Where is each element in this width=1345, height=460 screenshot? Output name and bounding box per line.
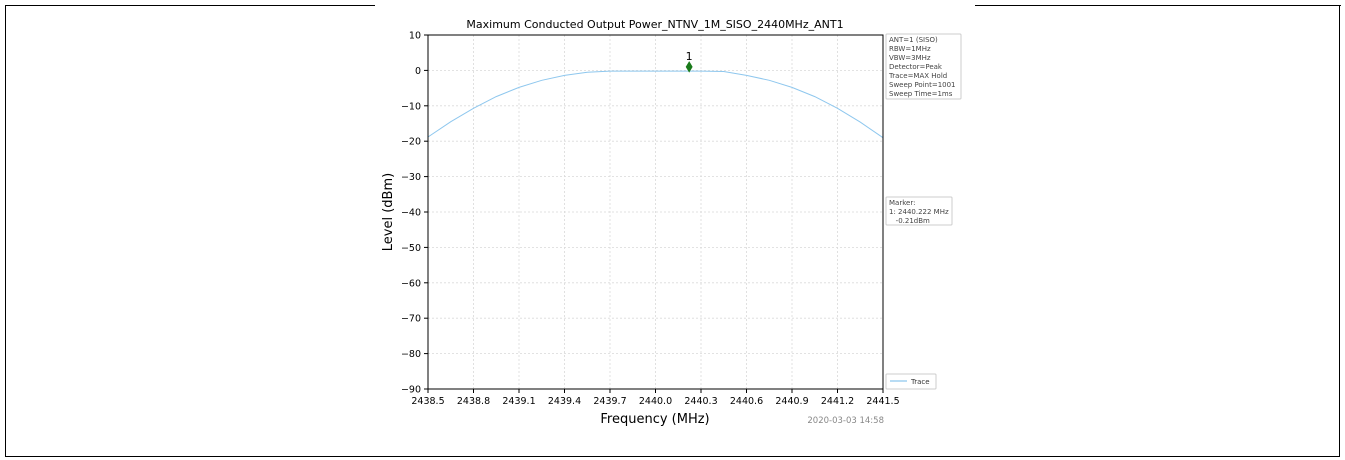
legend: Trace xyxy=(885,373,937,390)
y-tick-label: −70 xyxy=(401,314,421,325)
x-tick-label: 2439.4 xyxy=(548,396,581,407)
y-axis-label: Level (dBm) xyxy=(381,173,396,251)
svg-text:Marker: 1: 2440.222 MHz: Marker: 1: 2440.222 MHz -0.21dBm xyxy=(0,0,964,225)
x-tick-label: 2441.5 xyxy=(866,396,899,407)
trace-line xyxy=(427,70,884,139)
info-line: Sweep Point=1001 xyxy=(889,81,956,89)
marker-diamond xyxy=(685,61,693,73)
timestamp: 2020-03-03 14:58 xyxy=(807,416,884,426)
y-tick-label: −90 xyxy=(401,385,421,396)
y-tick-label: −60 xyxy=(401,278,421,289)
chart-title: Maximum Conducted Output Power_NTNV_1M_S… xyxy=(466,18,843,31)
x-tick-label: 2439.1 xyxy=(502,396,535,407)
x-tick-label: 2441.2 xyxy=(821,396,854,407)
y-tick-label: 10 xyxy=(409,31,421,42)
grid-lines xyxy=(427,34,884,390)
y-tick-label: −20 xyxy=(401,137,421,148)
info-line: VBW=3MHz xyxy=(889,54,931,62)
frame-top-right xyxy=(975,5,1341,6)
x-tick-label: 2440.0 xyxy=(639,396,672,407)
y-tick-label: −30 xyxy=(401,172,421,183)
marker-box-line: 1: 2440.222 MHz xyxy=(889,208,949,216)
x-tick-label: 2438.8 xyxy=(457,396,490,407)
info-line: ANT=1 (SISO) xyxy=(889,36,938,44)
x-tick-label: 2440.6 xyxy=(730,396,763,407)
info-line: Sweep Time=1ms xyxy=(889,90,953,98)
x-tick-label: 2440.9 xyxy=(775,396,808,407)
y-tick-label: 0 xyxy=(415,66,421,77)
y-tick-label: −40 xyxy=(401,208,421,219)
marker-box-line: Marker: xyxy=(889,199,915,207)
x-tick-label: 2439.7 xyxy=(593,396,626,407)
svg-text:ANT=1 (SISO) RBW=1MHz: ANT=1 (SISO) RBW=1MHz VBW=3MHz Detector=… xyxy=(888,36,958,98)
legend-label: Trace xyxy=(910,378,930,386)
axis-ticks: 2438.5 2438.8 2439.1 2439.4 2439.7 2440.0 2440… xyxy=(401,31,900,408)
marker-box: Marker: 1: 2440.222 MHz -0.21dBm xyxy=(0,0,964,226)
marker-label: 1 xyxy=(686,50,693,63)
frame-top-left xyxy=(5,5,375,6)
y-tick-label: −50 xyxy=(401,243,421,254)
x-tick-label: 2438.5 xyxy=(411,396,444,407)
info-line: Trace=MAX Hold xyxy=(888,72,947,80)
x-tick-label: 2440.3 xyxy=(684,396,717,407)
y-tick-label: −80 xyxy=(401,349,421,360)
x-axis-label: Frequency (MHz) xyxy=(600,412,709,427)
y-tick-label: −10 xyxy=(401,101,421,112)
info-line: RBW=1MHz xyxy=(889,45,931,53)
info-box: ANT=1 (SISO) RBW=1MHz VBW=3MHz Detector=… xyxy=(885,33,962,100)
page-frame xyxy=(5,5,1340,457)
info-line: Detector=Peak xyxy=(889,63,943,71)
marker-box-line: -0.21dBm xyxy=(889,217,930,225)
marker-1: 1 xyxy=(685,50,693,73)
